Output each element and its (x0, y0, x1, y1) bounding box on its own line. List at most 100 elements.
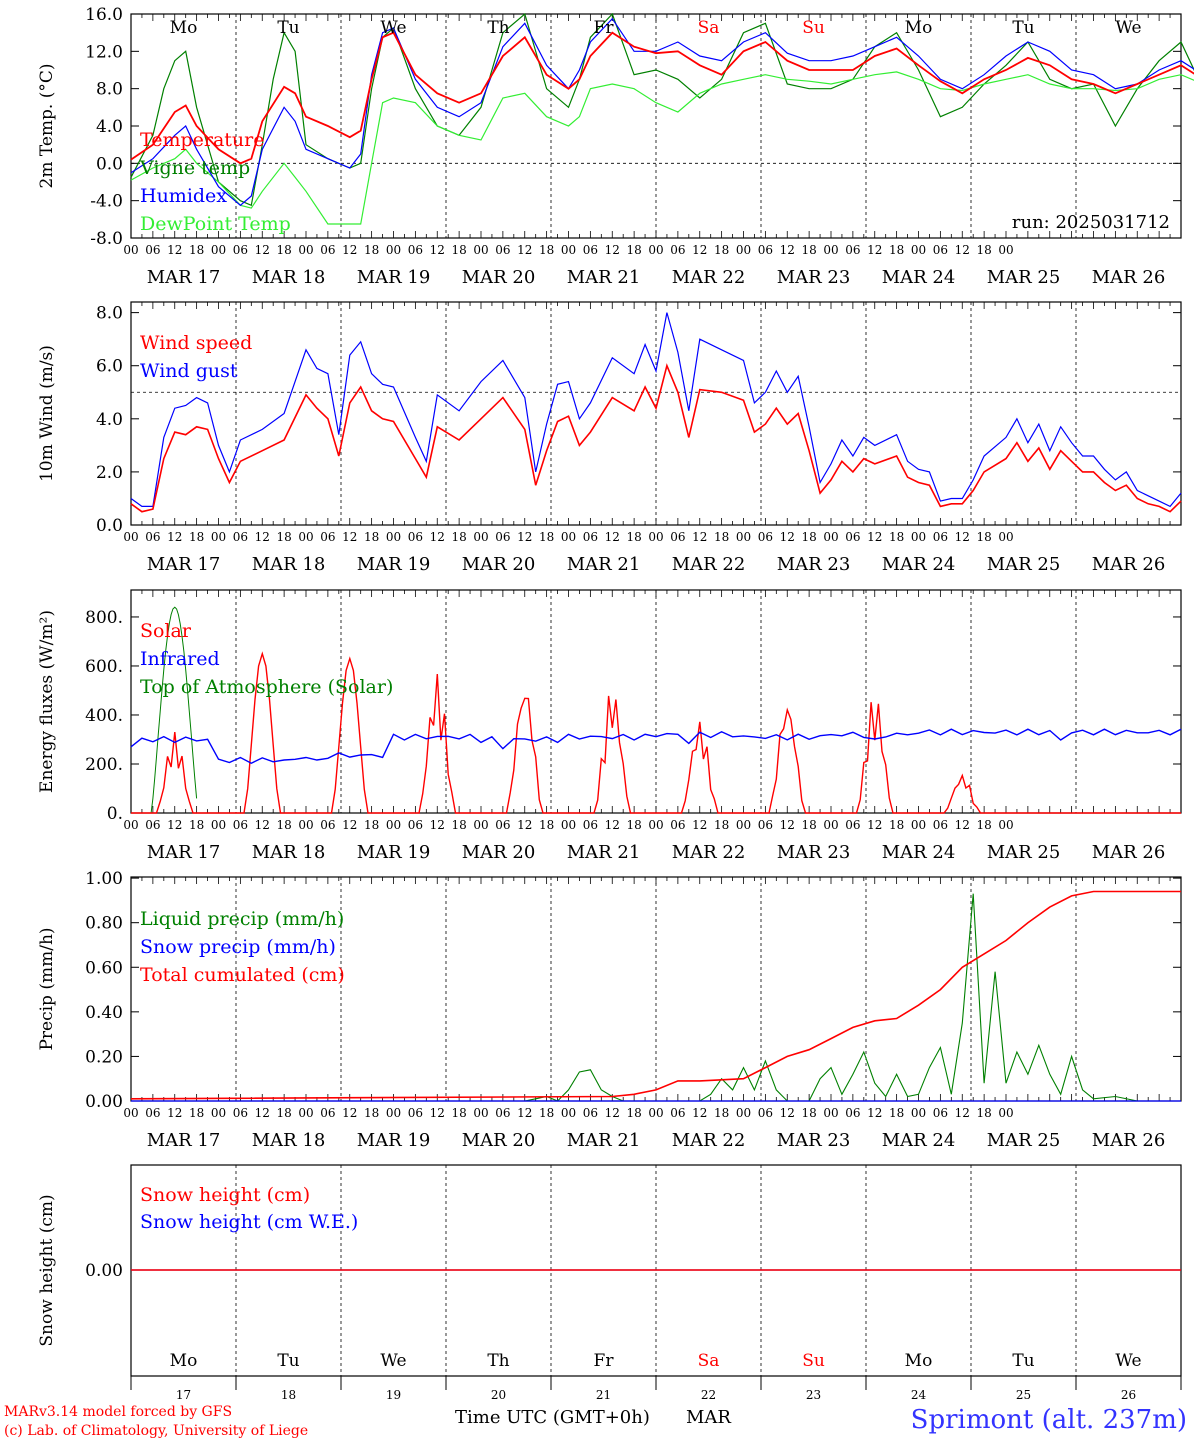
hour-tick-label: 06 (670, 1106, 685, 1120)
hour-tick-label: 06 (758, 243, 773, 257)
weekday-label: Tu (1012, 1351, 1034, 1371)
liquid-precip-line (131, 893, 1138, 1102)
time-axis-title: Time UTC (GMT+0h) (455, 1407, 650, 1428)
legend-entry: Snow height (cm) (140, 1184, 310, 1206)
legend-entry: DewPoint Temp (140, 213, 291, 235)
day-label: MAR 19 (357, 842, 431, 863)
hour-tick-label: 12 (955, 1106, 970, 1120)
hour-tick-label: 12 (167, 243, 182, 257)
hour-tick-label: 06 (408, 530, 423, 544)
day-label: MAR 25 (987, 554, 1061, 575)
legend-entry: Infrared (140, 648, 220, 670)
dewpoint-temp-line (130, 71, 1194, 225)
hour-tick-label: 00 (911, 1106, 926, 1120)
day-number-label: 24 (911, 1388, 927, 1402)
hour-tick-label: 06 (320, 1106, 335, 1120)
solar-line (131, 651, 1181, 814)
hour-tick-label: 12 (780, 530, 795, 544)
hour-tick-label: 12 (780, 818, 795, 832)
panel-frame (130, 589, 1182, 814)
hour-tick-label: 00 (998, 818, 1013, 832)
y-tick-label: 800. (85, 608, 123, 628)
day-label: MAR 17 (147, 267, 221, 288)
y-axis-label: Snow height (cm) (37, 1194, 57, 1346)
hour-tick-label: 18 (976, 818, 991, 832)
hour-tick-label: 00 (298, 243, 313, 257)
humidex-line (130, 17, 1194, 207)
wind-speed-line (130, 363, 1182, 513)
weekday-label: Sa (698, 18, 720, 38)
legend-entry: Liquid precip (mm/h) (140, 908, 344, 930)
hour-tick-label: 18 (714, 818, 729, 832)
hour-tick-label: 18 (626, 243, 641, 257)
legend-entry: Humidex (140, 185, 227, 207)
hour-tick-label: 06 (583, 530, 598, 544)
hour-tick-label: 18 (451, 530, 466, 544)
hour-tick-label: 00 (561, 818, 576, 832)
day-label: MAR 25 (987, 1130, 1061, 1151)
weekday-label: Su (802, 1351, 825, 1371)
hour-tick-label: 18 (364, 818, 379, 832)
hour-tick-label: 18 (451, 243, 466, 257)
hour-tick-label: 00 (561, 530, 576, 544)
model-credit: MARv3.14 model forced by GFS (4, 1404, 232, 1420)
hour-tick-label: 12 (605, 1106, 620, 1120)
day-label: MAR 20 (462, 1130, 536, 1151)
hour-tick-label: 18 (276, 530, 291, 544)
hour-tick-label: 06 (233, 818, 248, 832)
hour-tick-label: 00 (823, 818, 838, 832)
hour-tick-label: 06 (670, 530, 685, 544)
hour-tick-label: 06 (320, 818, 335, 832)
day-label: MAR 21 (567, 554, 641, 575)
hour-tick-label: 06 (233, 1106, 248, 1120)
hour-tick-label: 00 (473, 1106, 488, 1120)
day-number-label: 18 (281, 1388, 296, 1402)
day-label: MAR 22 (672, 267, 746, 288)
weekday-label: Fr (594, 1351, 615, 1371)
hour-tick-label: 00 (823, 1106, 838, 1120)
hour-tick-label: 18 (276, 1106, 291, 1120)
hour-tick-label: 12 (867, 818, 882, 832)
weekday-label: Tu (1012, 18, 1034, 38)
day-label: MAR 17 (147, 554, 221, 575)
day-label: MAR 24 (882, 1130, 956, 1151)
legend-entry: Solar (140, 620, 192, 642)
hour-tick-label: 06 (145, 243, 160, 257)
day-label: MAR 21 (567, 842, 641, 863)
total-cumulated-line (130, 890, 1181, 1100)
hour-tick-label: 06 (145, 818, 160, 832)
hour-tick-label: 12 (867, 243, 882, 257)
y-tick-label: 1.00 (85, 869, 123, 889)
day-label: MAR 20 (462, 267, 536, 288)
hour-tick-label: 06 (933, 818, 948, 832)
y-tick-label: 0.20 (85, 1047, 123, 1067)
hour-tick-label: 06 (320, 243, 335, 257)
hour-tick-label: 00 (998, 1106, 1013, 1120)
panel-2: 00 06 12 18 00 06 12 18 00 06 12 18 00 06 12 18 00 06 12 18… (37, 301, 1182, 575)
hour-tick-label: 12 (780, 243, 795, 257)
hour-tick-label: 18 (539, 243, 554, 257)
run-annotation: run: 2025031712 (1012, 212, 1170, 233)
day-label: MAR 17 (147, 842, 221, 863)
panel-3: 00 06 12 18 00 06 12 18 00 06 12 18 00 06 12 18 00 06 12 18… (37, 589, 1182, 863)
hour-tick-label: 18 (801, 818, 816, 832)
day-number-label: 23 (806, 1388, 821, 1402)
infrared-line (130, 728, 1182, 764)
day-label: MAR 21 (567, 1130, 641, 1151)
legend-entry: Vigne temp (139, 157, 250, 179)
hour-tick-label: 00 (911, 243, 926, 257)
hour-tick-label: 18 (451, 818, 466, 832)
day-number-label: 25 (1016, 1388, 1031, 1402)
hour-tick-label: 12 (605, 818, 620, 832)
panel-frame (130, 13, 1182, 239)
lab-credit: (c) Lab. of Climatology, University of L… (4, 1423, 308, 1439)
hour-tick-label: 18 (801, 1106, 816, 1120)
weekday-label: Fr (594, 18, 615, 38)
hour-tick-label: 00 (998, 530, 1013, 544)
day-label: MAR 24 (882, 554, 956, 575)
hour-tick-label: 06 (495, 243, 510, 257)
hour-tick-label: 12 (780, 1106, 795, 1120)
weekday-label: We (380, 18, 406, 38)
day-label: MAR 22 (672, 1130, 746, 1151)
day-label: MAR 23 (777, 1130, 851, 1151)
